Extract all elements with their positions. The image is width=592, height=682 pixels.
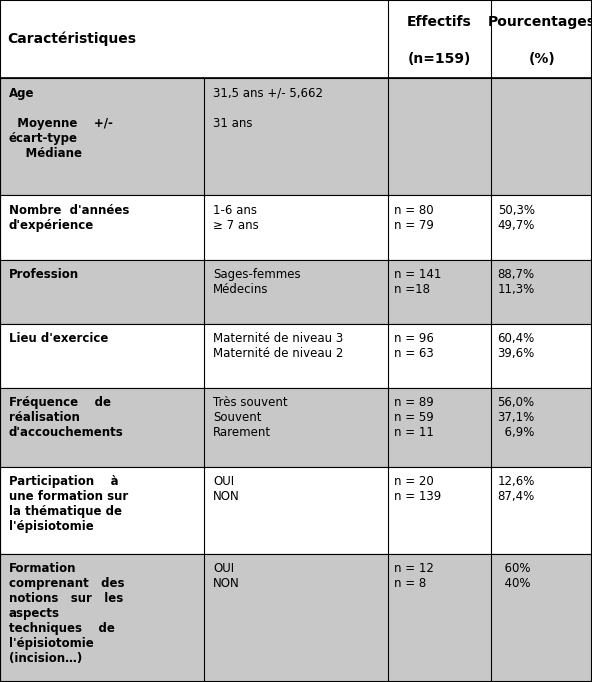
Bar xyxy=(0,324,592,388)
Text: n = 12
n = 8: n = 12 n = 8 xyxy=(394,562,433,590)
Text: OUI
NON: OUI NON xyxy=(213,562,240,590)
Text: Effectifs: Effectifs xyxy=(407,15,472,29)
Text: Profession: Profession xyxy=(9,268,79,281)
Text: n = 141
n =18: n = 141 n =18 xyxy=(394,268,441,296)
Text: n = 80
n = 79: n = 80 n = 79 xyxy=(394,203,433,232)
Bar xyxy=(0,388,592,467)
Text: 12,6%
87,4%: 12,6% 87,4% xyxy=(497,475,535,503)
Text: Maternité de niveau 3
Maternité de niveau 2: Maternité de niveau 3 Maternité de nivea… xyxy=(213,332,343,360)
Text: 56,0%
37,1%
  6,9%: 56,0% 37,1% 6,9% xyxy=(497,396,535,439)
Text: (n=159): (n=159) xyxy=(408,52,471,66)
Text: Age

  Moyenne    +/-
écart-type
    Médiane: Age Moyenne +/- écart-type Médiane xyxy=(9,87,112,160)
Text: n = 20
n = 139: n = 20 n = 139 xyxy=(394,475,441,503)
Text: OUI
NON: OUI NON xyxy=(213,475,240,503)
Text: Lieu d'exercice: Lieu d'exercice xyxy=(9,332,108,345)
Text: 31,5 ans +/- 5,662

31 ans: 31,5 ans +/- 5,662 31 ans xyxy=(213,87,323,130)
Text: 60%
  40%: 60% 40% xyxy=(497,562,531,590)
Text: 50,3%
49,7%: 50,3% 49,7% xyxy=(497,203,535,232)
Text: Pourcentages: Pourcentages xyxy=(488,15,592,29)
Text: Nombre  d'années
d'expérience: Nombre d'années d'expérience xyxy=(9,203,129,232)
Text: Fréquence    de
réalisation
d'accouchements: Fréquence de réalisation d'accouchements xyxy=(9,396,124,439)
Bar xyxy=(0,467,592,554)
Text: (%): (%) xyxy=(528,52,555,66)
Text: Très souvent
Souvent
Rarement: Très souvent Souvent Rarement xyxy=(213,396,288,439)
Bar xyxy=(0,554,592,682)
Text: Formation
comprenant   des
notions   sur   les
aspects
techniques    de
l'épisio: Formation comprenant des notions sur les… xyxy=(9,562,124,665)
Bar xyxy=(0,0,592,78)
Text: 88,7%
11,3%: 88,7% 11,3% xyxy=(497,268,535,296)
Text: Sages-femmes
Médecins: Sages-femmes Médecins xyxy=(213,268,301,296)
Text: n = 96
n = 63: n = 96 n = 63 xyxy=(394,332,433,360)
Bar xyxy=(0,260,592,324)
Bar xyxy=(0,78,592,195)
Text: Caractéristiques: Caractéristiques xyxy=(8,32,137,46)
Text: n = 89
n = 59
n = 11: n = 89 n = 59 n = 11 xyxy=(394,396,433,439)
Text: 60,4%
39,6%: 60,4% 39,6% xyxy=(497,332,535,360)
Text: Participation    à
une formation sur
la thématique de
l'épisiotomie: Participation à une formation sur la thé… xyxy=(9,475,128,533)
Text: 1-6 ans
≥ 7 ans: 1-6 ans ≥ 7 ans xyxy=(213,203,259,232)
Bar xyxy=(0,195,592,260)
